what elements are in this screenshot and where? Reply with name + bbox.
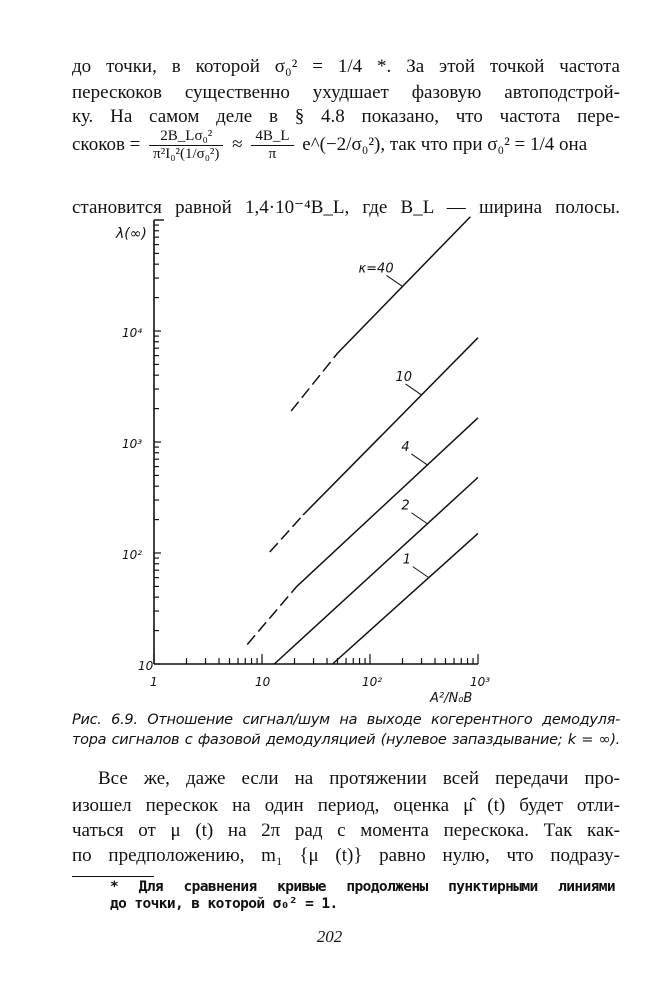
y-tick-label: 10² xyxy=(122,548,142,562)
curve-kappa-2: 2 xyxy=(273,476,479,665)
figure-caption: Рис. 6.9. Отношение сигнал/шум на выходе… xyxy=(72,712,620,728)
curve-solid-segment xyxy=(302,337,479,516)
curve-solid-segment xyxy=(332,532,479,665)
curve-dashed-segment xyxy=(246,585,298,645)
curve-label: κ=40 xyxy=(359,261,394,276)
text-line: становится равной 1,4·10⁻⁴B_L, где B_L —… xyxy=(72,197,620,218)
page-number: 202 xyxy=(316,927,343,946)
fraction-numerator: 4B_L xyxy=(251,128,294,146)
fraction-denominator: π²I₀²(1/σ₀²) xyxy=(153,146,220,162)
text-line: ку. На самом деле в § 4.8 показано, что … xyxy=(72,106,620,127)
figure-caption: тора сигналов с фазовой демодуляцией (ну… xyxy=(72,732,620,748)
y-tick-label: 10³ xyxy=(122,437,142,451)
text-line: до точки, в которой σ₀² = 1/4 *. За этой… xyxy=(72,56,620,77)
text-line: перескоков существенно ухудшает фазовую … xyxy=(72,82,620,103)
x-tick-label: 10² xyxy=(362,675,382,689)
x-tick-label: 1 xyxy=(150,675,158,689)
text-line: изошел перескок на один период, оценка μ… xyxy=(72,795,620,816)
curve-solid-segment xyxy=(273,476,479,665)
curve-solid-segment xyxy=(336,216,471,354)
figure-6-9-chart: κ=40 10 4 2 1 λ(∞) A²/N₀B 10 10² 10³ 10⁴ 1 1… xyxy=(115,216,490,706)
approx-sign: ≈ xyxy=(232,133,243,155)
x-tick-label: 10 xyxy=(255,675,271,689)
curve-kappa-40: κ=40 xyxy=(290,216,471,412)
label-leader xyxy=(412,566,430,579)
formula-start: скоков = xyxy=(72,133,141,155)
curve-label: 4 xyxy=(401,440,409,455)
curve-dashed-segment xyxy=(269,514,304,553)
label-leader xyxy=(405,383,422,396)
footnote: до точки, в которой σ₀² = 1. xyxy=(110,896,338,912)
label-leader xyxy=(411,512,428,525)
curve-label: 1 xyxy=(403,553,411,568)
fraction-2: 4B_L π xyxy=(251,128,294,163)
x-axis-label: A²/N₀B xyxy=(429,691,472,706)
text-line: чаться от μ (t) на 2π рад с момента пере… xyxy=(72,820,620,841)
y-tick-label: 10 xyxy=(138,659,154,673)
y-tick-label: 10⁴ xyxy=(122,326,142,340)
curve-kappa-10: 10 xyxy=(269,337,479,553)
curve-label: 2 xyxy=(401,499,409,514)
footnote: * Для сравнения кривые продолжены пункти… xyxy=(110,879,616,895)
x-tick-label: 10³ xyxy=(470,675,490,689)
fraction-numerator: 2B_Lσ₀² xyxy=(149,128,224,146)
footnote-divider xyxy=(72,876,154,877)
fraction-1: 2B_Lσ₀² π²I₀²(1/σ₀²) xyxy=(149,128,224,163)
formula-line: скоков = 2B_Lσ₀² π²I₀²(1/σ₀²) ≈ 4B_L π e^(… xyxy=(72,128,620,163)
curve-kappa-4: 4 xyxy=(246,417,479,645)
text-line: Все же, даже если на протяжении всей пер… xyxy=(98,768,620,789)
text-line: по предположению, m₁ {μ (t)} равно нулю,… xyxy=(72,845,620,866)
fraction-denominator: π xyxy=(268,146,277,162)
formula-end: e^(−2/σ₀²), так что при σ₀² = 1/4 она xyxy=(302,133,588,155)
curve-kappa-1: 1 xyxy=(332,532,479,665)
curve-solid-segment xyxy=(296,417,479,587)
curve-dashed-segment xyxy=(290,352,339,412)
label-leader xyxy=(411,453,428,466)
y-axis-label: λ(∞) xyxy=(115,226,147,242)
label-leader xyxy=(386,275,403,287)
curve-label: 10 xyxy=(396,370,413,385)
